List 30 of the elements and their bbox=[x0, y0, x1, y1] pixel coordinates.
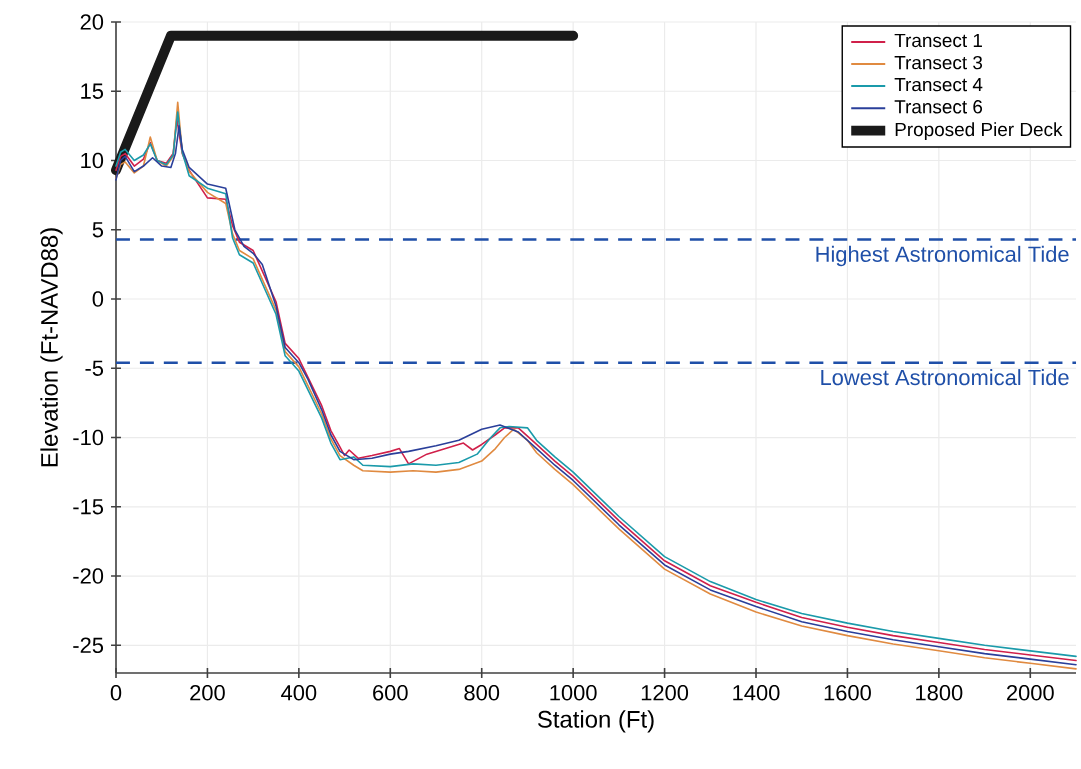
y-axis-title: Elevation (Ft-NAVD88) bbox=[40, 228, 63, 467]
y-tick-label: -25 bbox=[73, 637, 104, 654]
legend-label: Transect 4 bbox=[894, 78, 983, 92]
y-tick-label: -15 bbox=[73, 499, 104, 515]
y-tick-label: -20 bbox=[73, 568, 104, 584]
x-tick-label: 400 bbox=[281, 685, 317, 701]
y-tick-label: 0 bbox=[92, 291, 104, 307]
legend-label: Transect 6 bbox=[894, 100, 983, 114]
legend-label: Transect 1 bbox=[894, 33, 982, 48]
x-tick-label: 800 bbox=[464, 685, 500, 701]
y-tick-label: 5 bbox=[92, 222, 104, 238]
x-tick-label: 1200 bbox=[641, 685, 689, 701]
legend-label: Proposed Pier Deck bbox=[895, 122, 1063, 140]
y-tick-label: -5 bbox=[85, 360, 104, 376]
x-tick-label: 1600 bbox=[824, 685, 871, 701]
x-tick-label: 1800 bbox=[916, 685, 963, 701]
y-tick-label: -10 bbox=[73, 429, 104, 446]
x-tick-label: 0 bbox=[110, 685, 122, 701]
x-tick-label: 200 bbox=[190, 685, 225, 701]
y-tick-label: 15 bbox=[81, 83, 104, 99]
x-tick-label: 1400 bbox=[733, 685, 780, 701]
x-tick-label: 600 bbox=[373, 685, 408, 701]
ref-line-label: Highest Astronomical Tide bbox=[816, 245, 1069, 267]
x-tick-label: 2000 bbox=[1007, 685, 1054, 701]
ref-line-label: Lowest Astronomical Tide bbox=[821, 369, 1069, 386]
y-tick-label: 20 bbox=[80, 14, 104, 30]
legend-label: Transect 3 bbox=[894, 55, 983, 70]
x-tick-label: 1000 bbox=[550, 685, 597, 701]
x-axis-title: Station (Ft) bbox=[537, 710, 654, 733]
y-tick-label: 10 bbox=[81, 152, 104, 169]
